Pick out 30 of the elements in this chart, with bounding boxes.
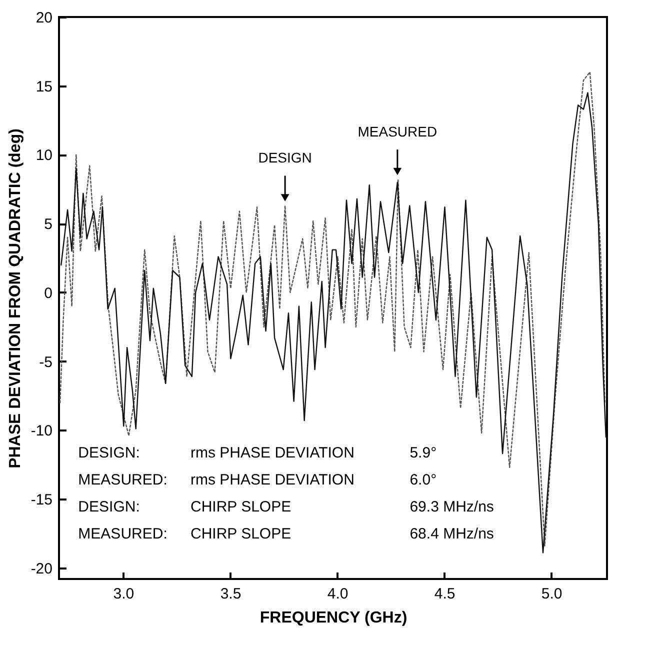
y-tick-label: 10 [36, 147, 52, 164]
x-tick-label: 4.0 [327, 586, 348, 602]
y-tick-label: -5 [39, 354, 52, 371]
annotation: MEASURED: [78, 526, 168, 543]
annotation: 68.4 MHz/ns [410, 526, 494, 543]
y-tick-label: 20 [36, 10, 52, 26]
x-tick-label: 3.0 [113, 586, 134, 602]
y-tick-label: -20 [30, 560, 52, 578]
annotation: DESIGN: [78, 444, 140, 462]
y-tick-label: -10 [30, 422, 52, 440]
annotation: 6.0° [410, 472, 437, 489]
annotation: 69.3 MHz/ns [410, 498, 494, 516]
x-tick-label: 3.5 [220, 586, 242, 602]
y-tick-label: -15 [30, 492, 52, 509]
annotation: rms PHASE DEVIATION [190, 472, 354, 489]
y-tick-label: 5 [44, 216, 52, 234]
annotation: DESIGN [258, 150, 312, 166]
x-axis-title: FREQUENCY (GHz) [260, 610, 408, 626]
annotation: CHIRP SLOPE [190, 526, 292, 543]
annotation: DESIGN: [78, 498, 140, 516]
annotation: rms PHASE DEVIATION [190, 444, 354, 462]
annotation: MEASURED: [78, 472, 168, 489]
y-tick-label: 15 [36, 78, 52, 96]
y-axis-title: PHASE DEVIATION FROM QUADRATIC (deg) [6, 128, 24, 468]
annotation: CHIRP SLOPE [190, 498, 292, 516]
x-tick-label: 5.0 [541, 586, 562, 602]
annotation: 5.9° [410, 444, 437, 462]
y-tick-label: 0 [44, 284, 52, 302]
annotation: MEASURED [358, 124, 438, 140]
x-tick-label: 4.5 [434, 586, 456, 602]
